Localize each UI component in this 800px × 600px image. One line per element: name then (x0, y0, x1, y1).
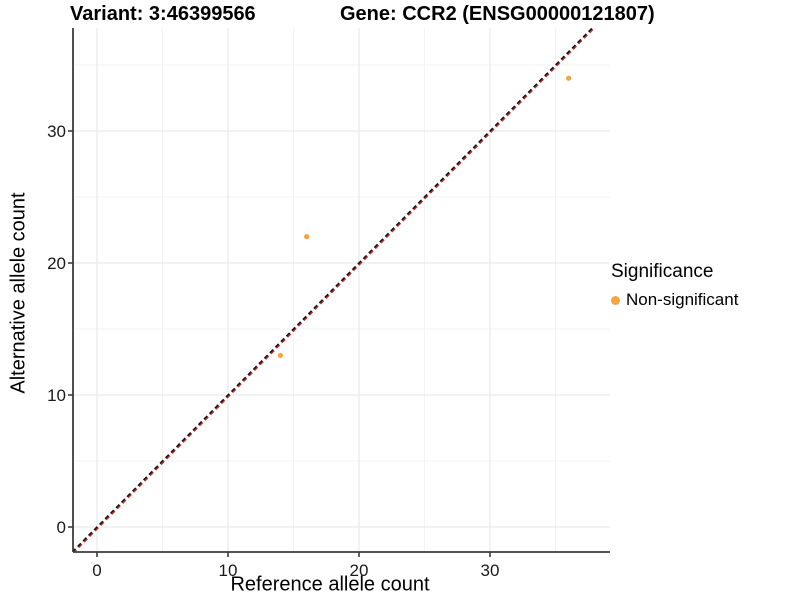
legend-entry: Non-significant (611, 290, 738, 310)
x-tick-label: 10 (219, 561, 238, 580)
y-tick-label: 20 (47, 254, 66, 273)
identity-line-red (73, 28, 596, 552)
y-tick-label: 0 (57, 518, 66, 537)
identity-line-black (73, 28, 594, 552)
data-point (566, 75, 572, 81)
y-axis-title: Alternative allele count (7, 192, 30, 394)
y-tick-label: 30 (47, 122, 66, 141)
data-point (304, 234, 310, 240)
legend-title: Significance (611, 261, 714, 282)
x-tick-label: 30 (481, 561, 500, 580)
legend-entry-label: Non-significant (626, 290, 739, 309)
plot-title-variant: Variant: 3:46399566 (70, 3, 256, 25)
plot-title-gene: Gene: CCR2 (ENSG00000121807) (340, 3, 655, 25)
y-tick-label: 10 (47, 386, 66, 405)
x-axis-title: Reference allele count (230, 573, 430, 596)
x-tick-label: 20 (350, 561, 369, 580)
identity-line-group (73, 28, 596, 552)
legend: Significance Non-significant (611, 261, 738, 310)
data-point (277, 352, 283, 358)
legend-point-icon (611, 295, 620, 305)
legend-entries: Non-significant (611, 290, 738, 310)
x-tick-label: 0 (92, 561, 101, 580)
